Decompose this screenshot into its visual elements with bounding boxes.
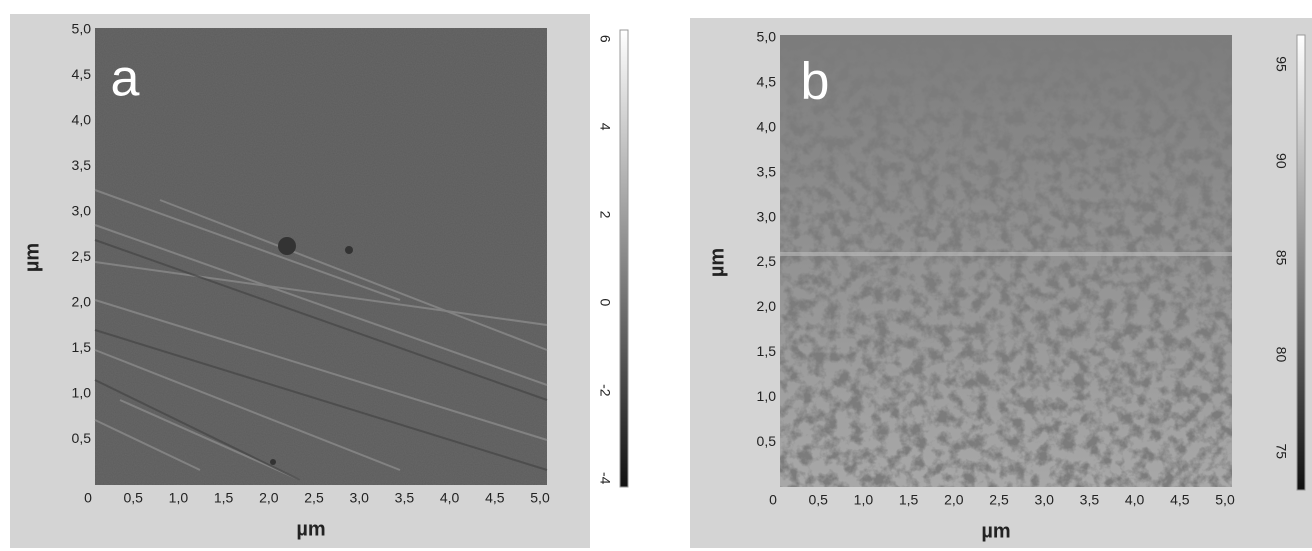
y-tick-label: 2,5 bbox=[757, 253, 777, 269]
colorbar-tick-label: 2 bbox=[597, 211, 613, 219]
x-tick-label: 3,5 bbox=[395, 490, 415, 506]
y-tick-label: 1,5 bbox=[72, 339, 92, 355]
x-tick-label: 3,0 bbox=[1034, 492, 1054, 508]
x-tick-label: 0 bbox=[769, 492, 777, 508]
y-tick-label: 5,0 bbox=[757, 29, 777, 45]
y-tick-label: 0,5 bbox=[757, 433, 777, 449]
afm-image bbox=[95, 28, 547, 485]
x-tick-label: 1,0 bbox=[854, 492, 874, 508]
panel-label: b bbox=[801, 53, 830, 111]
x-tick-label: 1,5 bbox=[214, 490, 234, 506]
x-tick-label: 4,0 bbox=[440, 490, 460, 506]
y-tick-label: 2,5 bbox=[72, 248, 92, 264]
y-tick-label: 4,5 bbox=[72, 66, 92, 82]
y-tick-label: 5,0 bbox=[72, 21, 92, 37]
colorbar-tick-label: 0 bbox=[597, 299, 613, 307]
colorbar-tick-label: 90 bbox=[1273, 153, 1289, 169]
x-tick-label: 0,5 bbox=[123, 490, 143, 506]
x-tick-label: 2,5 bbox=[989, 492, 1009, 508]
colorbar-tick-label: 4 bbox=[597, 123, 613, 131]
x-tick-label: 5,0 bbox=[1215, 492, 1235, 508]
figure: a 0 0,5 1,0 1,5 2,0 2,5 3,0 3,5 4,0 4,5 5,0 0,5 1,0 1,… bbox=[0, 0, 1312, 551]
colorbar-tick-label: 80 bbox=[1273, 347, 1289, 363]
y-tick-label: 4,0 bbox=[757, 119, 777, 135]
x-tick-label: 2,0 bbox=[944, 492, 964, 508]
colorbar-tick-label: 6 bbox=[597, 35, 613, 43]
y-tick-label: 3,0 bbox=[72, 203, 92, 219]
x-tick-label: 0,5 bbox=[808, 492, 828, 508]
y-tick-label: 4,0 bbox=[72, 112, 92, 128]
panel-label: a bbox=[111, 50, 140, 108]
colorbar-tick-label: 75 bbox=[1273, 443, 1289, 459]
colorbar-tick-label: 95 bbox=[1273, 56, 1289, 72]
x-tick-label: 0 bbox=[84, 490, 92, 506]
x-tick-label: 1,5 bbox=[899, 492, 919, 508]
y-tick-label: 1,0 bbox=[757, 388, 777, 404]
x-tick-label: 4,0 bbox=[1125, 492, 1145, 508]
y-axis-label: µm bbox=[21, 243, 43, 272]
y-tick-label: 3,5 bbox=[72, 157, 92, 173]
x-axis-label: µm bbox=[981, 520, 1010, 542]
afm-image bbox=[780, 35, 1232, 487]
x-tick-label: 4,5 bbox=[1170, 492, 1190, 508]
x-tick-label: 2,5 bbox=[304, 490, 324, 506]
x-tick-label: 4,5 bbox=[485, 490, 505, 506]
colorbar-tick-label: 85 bbox=[1273, 250, 1289, 266]
y-tick-label: 1,5 bbox=[757, 343, 777, 359]
colorbar-tick-label: -4 bbox=[597, 472, 613, 485]
y-tick-label: 3,0 bbox=[757, 208, 777, 224]
x-tick-label: 3,0 bbox=[349, 490, 369, 506]
y-axis-label: µm bbox=[706, 248, 728, 277]
colorbar-tick-label: -2 bbox=[597, 384, 613, 397]
y-tick-label: 3,5 bbox=[757, 163, 777, 179]
y-tick-label: 0,5 bbox=[72, 430, 92, 446]
y-tick-label: 2,0 bbox=[757, 298, 777, 314]
y-tick-label: 1,0 bbox=[72, 385, 92, 401]
y-tick-label: 4,5 bbox=[757, 74, 777, 90]
x-axis-label: µm bbox=[296, 518, 325, 540]
x-tick-label: 5,0 bbox=[530, 490, 550, 506]
x-tick-label: 1,0 bbox=[169, 490, 189, 506]
y-tick-label: 2,0 bbox=[72, 294, 92, 310]
colorbar bbox=[1297, 35, 1305, 490]
x-tick-label: 3,5 bbox=[1080, 492, 1100, 508]
x-tick-label: 2,0 bbox=[259, 490, 279, 506]
colorbar bbox=[620, 30, 628, 487]
